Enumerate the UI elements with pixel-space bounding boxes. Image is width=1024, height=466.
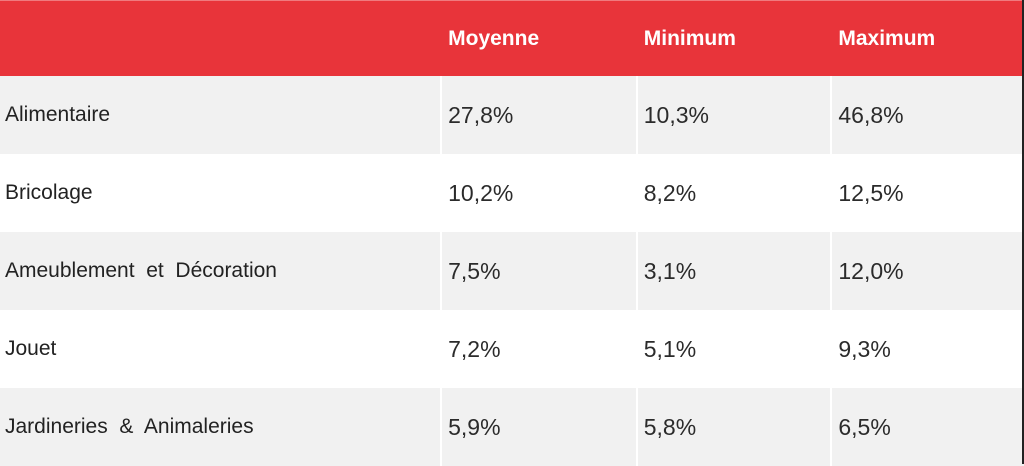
cell-moyenne: 10,2%: [442, 154, 636, 232]
row-label: Jardineries & Animaleries: [0, 388, 441, 466]
cell-minimum: 5,8%: [637, 388, 831, 466]
header-cell-minimum: Minimum: [637, 1, 831, 76]
cell-minimum: 3,1%: [637, 232, 831, 310]
cell-minimum: 8,2%: [637, 154, 831, 232]
header-cell-moyenne: Moyenne: [442, 1, 636, 76]
cell-minimum: 5,1%: [637, 310, 831, 388]
cell-maximum: 12,5%: [832, 154, 1024, 232]
row-label: Ameublement et Décoration: [0, 232, 441, 310]
cell-moyenne: 7,5%: [442, 232, 636, 310]
table-row: Alimentaire 27,8% 10,3% 46,8%: [0, 76, 1024, 154]
cell-maximum: 9,3%: [832, 310, 1024, 388]
header-cell-maximum: Maximum: [832, 1, 1024, 76]
cell-moyenne: 7,2%: [442, 310, 636, 388]
table-header-row: Moyenne Minimum Maximum: [0, 0, 1024, 76]
cell-maximum: 6,5%: [832, 388, 1024, 466]
cell-moyenne: 27,8%: [442, 76, 636, 154]
table-row: Bricolage 10,2% 8,2% 12,5%: [0, 154, 1024, 232]
cell-minimum: 10,3%: [637, 76, 831, 154]
row-label: Bricolage: [0, 154, 441, 232]
right-border: [1022, 0, 1024, 464]
row-label: Jouet: [0, 310, 441, 388]
table-row: Jouet 7,2% 5,1% 9,3%: [0, 310, 1024, 388]
cell-maximum: 12,0%: [832, 232, 1024, 310]
table-row: Ameublement et Décoration 7,5% 3,1% 12,0…: [0, 232, 1024, 310]
cell-moyenne: 5,9%: [442, 388, 636, 466]
cell-maximum: 46,8%: [832, 76, 1024, 154]
table-row: Jardineries & Animaleries 5,9% 5,8% 6,5%: [0, 388, 1024, 466]
header-cell-empty: [0, 1, 440, 76]
row-label: Alimentaire: [0, 76, 441, 154]
